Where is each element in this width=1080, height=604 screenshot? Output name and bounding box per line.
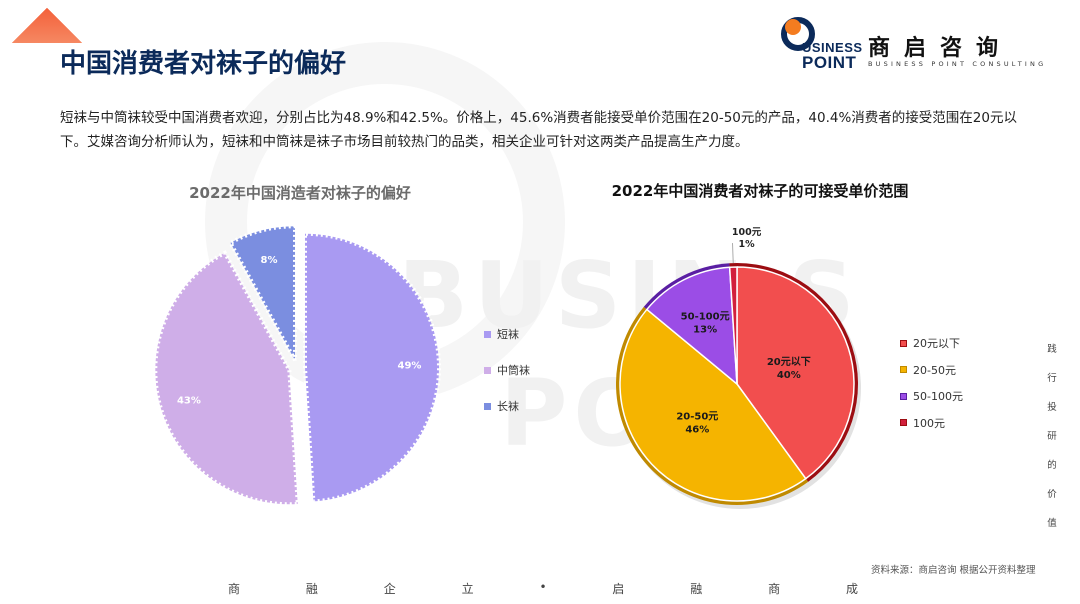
logo-english-line1: USINESS (802, 40, 863, 55)
chart1-legend-label: 中筒袜 (497, 364, 530, 377)
footer-char: 启 (612, 582, 625, 596)
footer-char: • (539, 580, 547, 594)
chart1-data-label: 8% (261, 255, 278, 266)
logo-english: USINESS POINT (802, 40, 863, 72)
chart2-legend-item: 100元 (900, 410, 963, 437)
chart2-category-label: 50-100元 (681, 310, 730, 322)
chart1-slice-group: 8% (227, 224, 298, 362)
chart1-legend: 短袜 中筒袜 长袜 (484, 316, 530, 424)
chart1-data-label: 43% (177, 395, 201, 406)
logo-tagline: BUSINESS POINT CONSULTING (868, 60, 1047, 68)
chart2-category-label: 100元 (732, 227, 762, 238)
chart1-title: 2022年中国消造者对袜子的偏好 (189, 184, 411, 202)
chart2-category-label: 20-50元 (676, 410, 718, 422)
chart2-legend-item: 20-50元 (900, 357, 963, 384)
chart2-slice (728, 266, 738, 385)
chart1-legend-swatch (484, 402, 491, 410)
chart2-data-label: 40% (777, 370, 801, 381)
chart2-legend-swatch (900, 366, 907, 374)
chart2-legend-item: 50-100元 (900, 383, 963, 410)
chart2-data-label: 46% (685, 424, 709, 435)
chart2-data-label: 1% (739, 239, 756, 250)
footer-char: 融 (305, 582, 318, 596)
footer-char: 立 (461, 582, 474, 596)
chart1-legend-label: 短袜 (497, 328, 519, 341)
footer-char: 商 (768, 582, 781, 596)
chart1-data-label: 49% (397, 360, 421, 371)
chart1-slice (227, 224, 298, 362)
chart2-leader-line (732, 243, 734, 264)
chart1-slice-group: 49% (302, 231, 442, 504)
chart2-legend-label: 20元以下 (913, 337, 960, 351)
chart2-title: 2022年中国消费者对袜子的可接受单价范围 (611, 182, 909, 200)
logo-chinese: 商启咨询 (868, 36, 1013, 61)
chart2-legend-label: 50-100元 (913, 390, 963, 404)
chart2-legend-swatch (900, 419, 907, 427)
chart1-legend-item: 中筒袜 (484, 352, 530, 388)
chart2-legend-item: 20元以下 (900, 330, 963, 357)
logo-english-line2: POINT (802, 53, 857, 72)
chart1-slice-group: 43% (153, 250, 300, 507)
chart1-legend-swatch (484, 366, 491, 374)
chart1-legend-swatch (484, 330, 491, 338)
page-title: 中国消费者对袜子的偏好 (60, 49, 347, 79)
description-text: 短袜与中筒袜较受中国消费者欢迎，分别占比为48.9%和42.5%。价格上，45.… (60, 110, 1017, 150)
chart1-legend-item: 长袜 (484, 388, 530, 424)
chart1-slice (153, 250, 300, 507)
chart2-legend: 20元以下 20-50元 50-100元 100元 (900, 330, 963, 436)
logo-mark-icon (781, 17, 815, 51)
chart2-legend-swatch (900, 392, 907, 400)
chart2-legend-label: 20-50元 (913, 363, 956, 377)
chart2-legend-label: 100元 (913, 416, 945, 430)
chart2-data-label: 13% (693, 324, 717, 335)
footer-motto: 商 融 企 立 • 启 融 商 成 (228, 580, 858, 597)
side-vertical-text: 践行投研的价值 (1047, 344, 1057, 529)
footer-char: 融 (690, 582, 703, 596)
footer-char: 企 (383, 582, 396, 596)
chart1-slice (302, 231, 442, 504)
source-note: 资料来源：商启咨询 根据公开资料整理 (871, 565, 1036, 576)
chart2-slice (619, 308, 807, 502)
chart2-slice (736, 266, 855, 480)
footer-char: 成 (845, 582, 858, 596)
chart2-slice (645, 266, 738, 386)
chart1-legend-item: 短袜 (484, 316, 530, 352)
chart2-category-label: 20元以下 (767, 356, 811, 368)
chart1-pie: 49% 43% 8% (153, 224, 442, 507)
chart2-legend-swatch (900, 339, 907, 347)
logo: USINESS POINT 商启咨询 BUSINESS POINT CONSUL… (780, 14, 1060, 72)
footer-char: 商 (228, 582, 241, 596)
chart1-legend-label: 长袜 (497, 400, 519, 413)
